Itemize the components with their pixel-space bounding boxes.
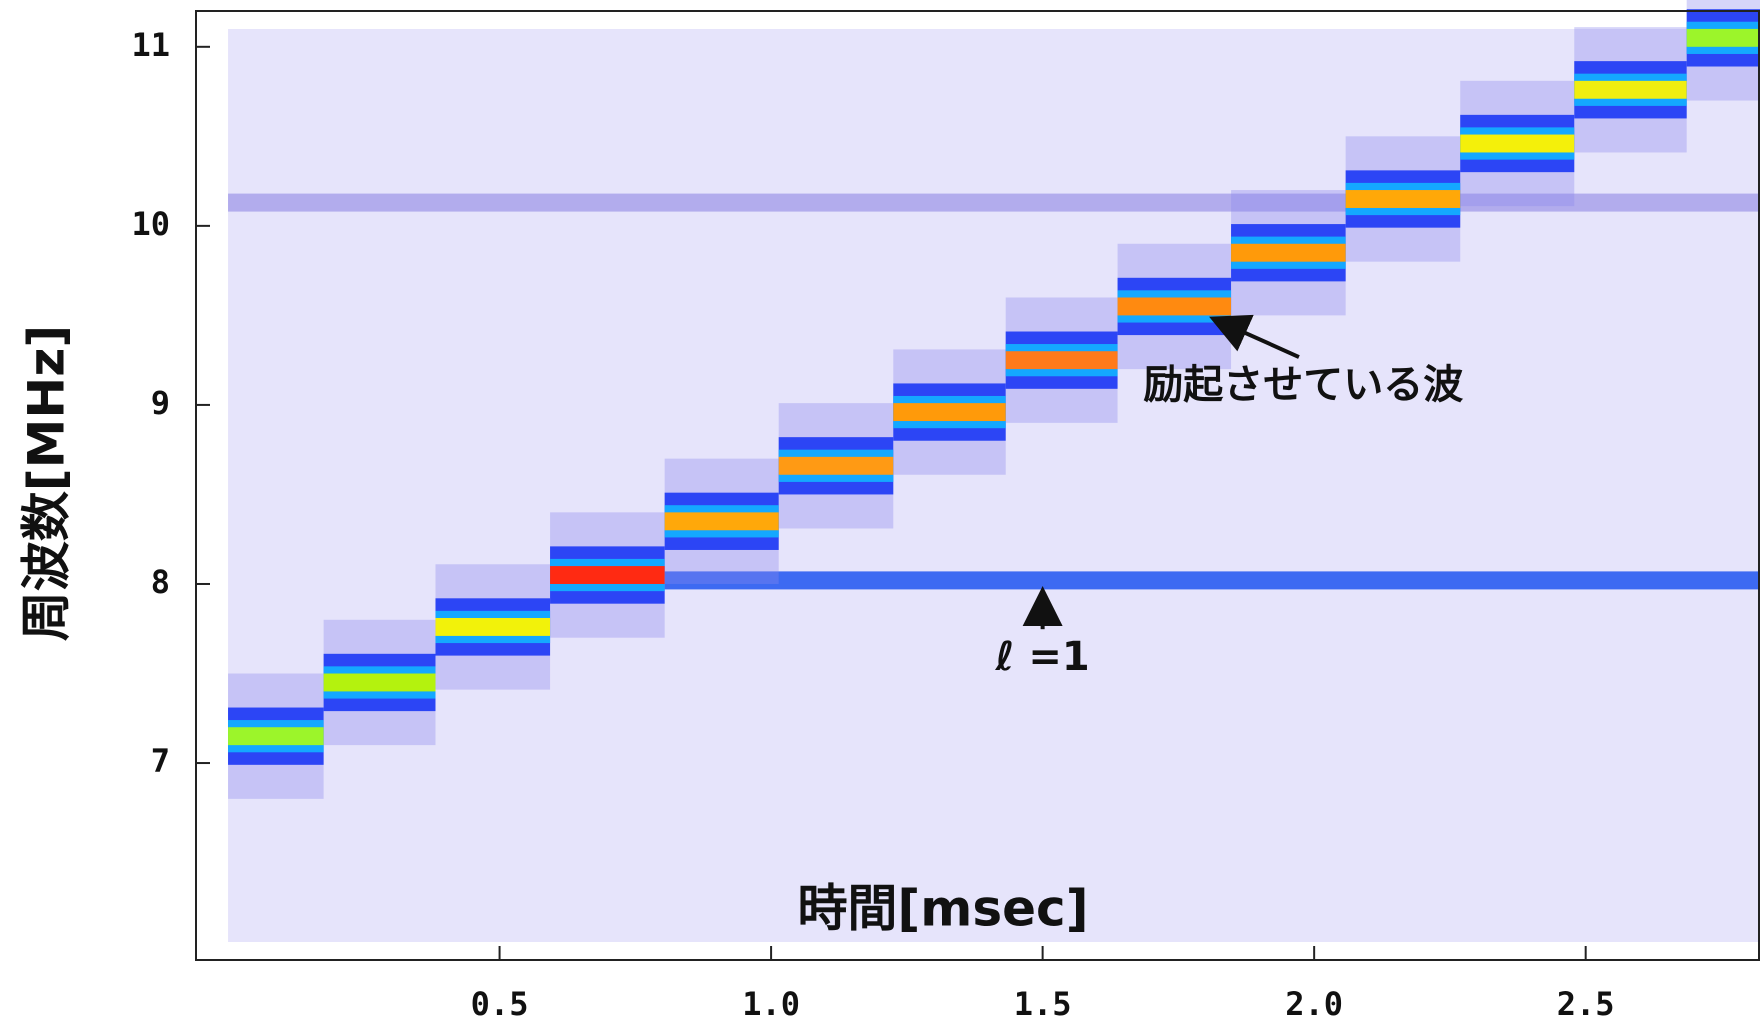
y-tick-label: 7 [151, 742, 170, 780]
plot-background [228, 29, 1758, 942]
annotation: 励起させている波 [1143, 362, 1463, 408]
x-axis-label: 時間[msec] [797, 880, 1088, 938]
step-peak [1005, 351, 1118, 370]
step-peak [1117, 297, 1232, 316]
step-peak [778, 456, 894, 475]
x-tick-label: 1.5 [1014, 985, 1072, 1023]
step-peak [664, 512, 779, 531]
y-tick-label: 9 [151, 384, 170, 422]
step-peak [550, 566, 665, 584]
step-peak [228, 727, 324, 746]
step-peak [1345, 190, 1461, 208]
step-peak [323, 673, 436, 692]
y-axis-label: 周波数[MHz] [18, 325, 76, 641]
plot-frame [195, 10, 1760, 961]
y-tick-label: 8 [151, 563, 170, 601]
x-tick-label: 0.5 [471, 985, 529, 1023]
step-peak [1460, 134, 1575, 153]
x-tick-label: 2.5 [1557, 985, 1615, 1023]
step-peak [893, 403, 1006, 422]
y-tick-label: 11 [131, 26, 170, 64]
y-tick-label: 10 [131, 205, 170, 243]
step-peak [1686, 28, 1760, 47]
step-peak [1574, 80, 1687, 99]
mode-line [664, 571, 1760, 590]
annotation: ℓ =1 [995, 634, 1090, 680]
x-tick-label: 2.0 [1285, 985, 1343, 1023]
step-peak [435, 618, 551, 636]
x-tick-label: 1.0 [742, 985, 800, 1023]
step-peak [1231, 243, 1346, 262]
annotation-arrow [1209, 314, 1300, 359]
